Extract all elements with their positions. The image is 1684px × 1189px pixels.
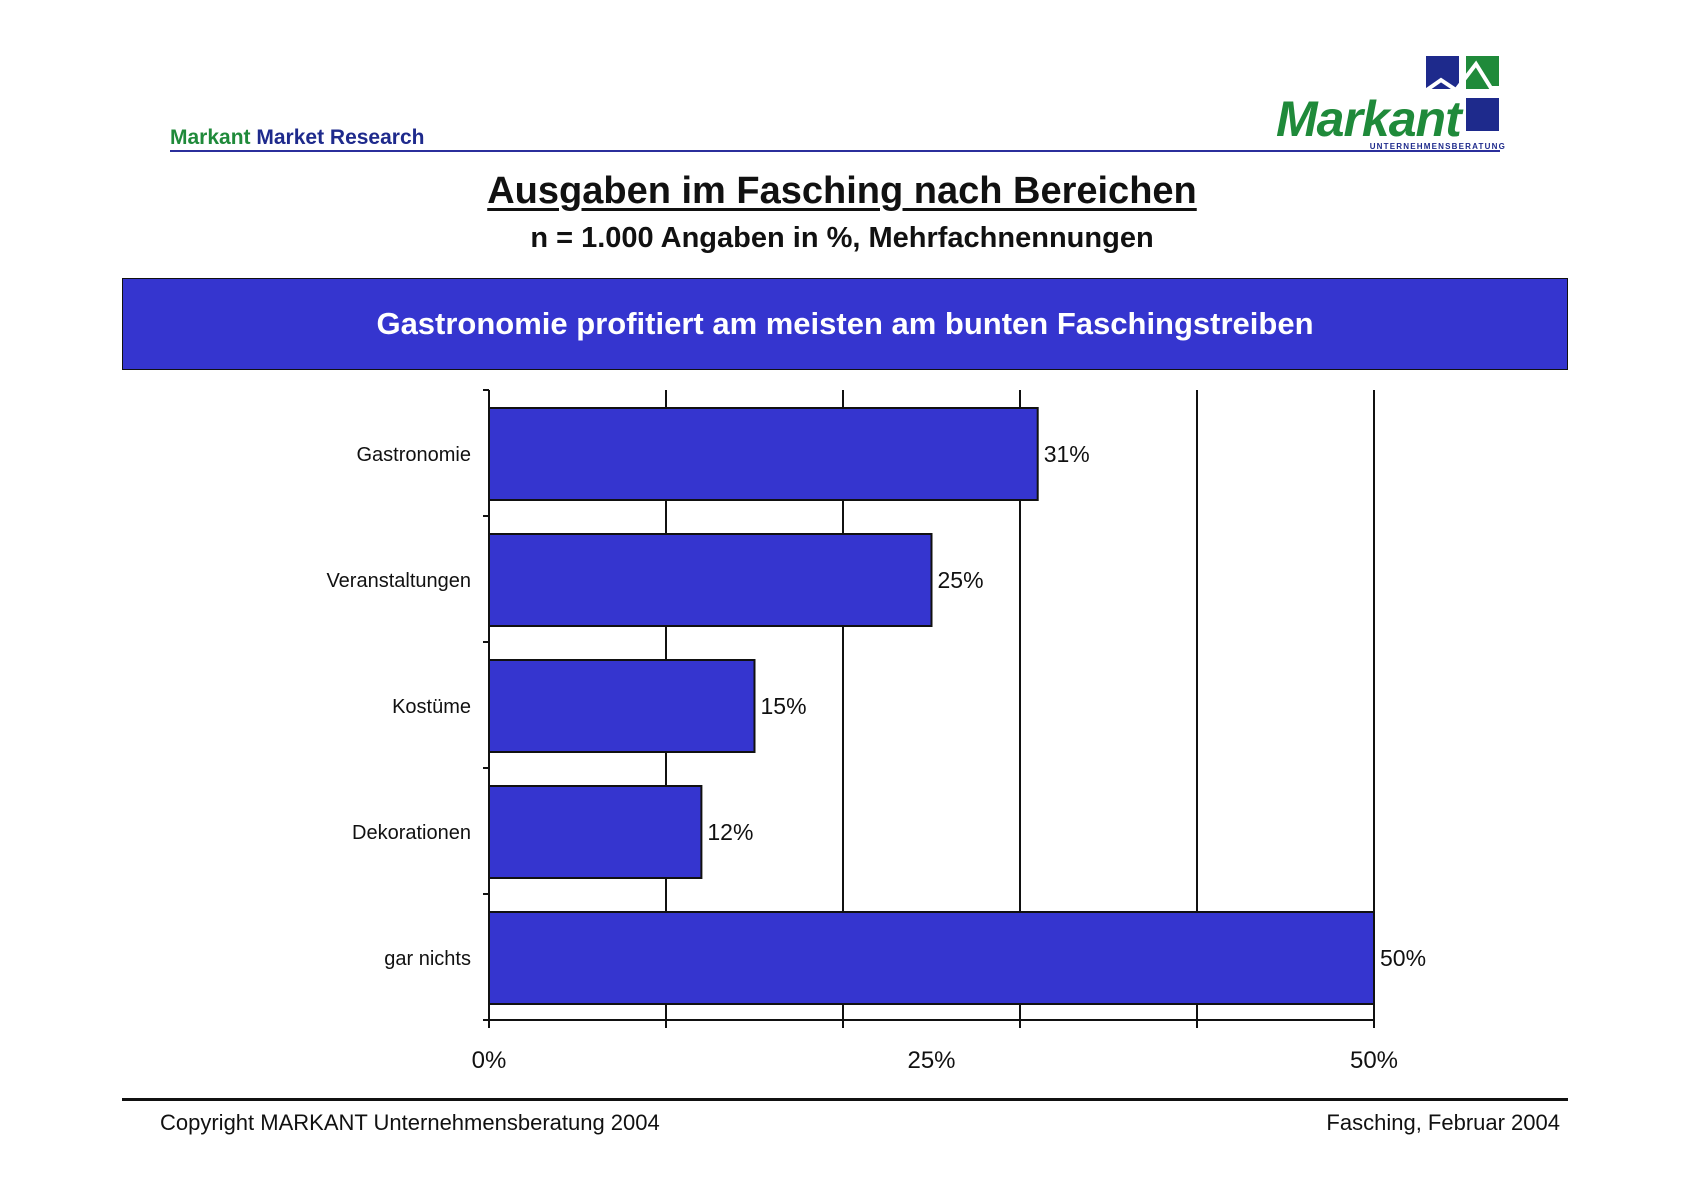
logo-graphic-icon [1419,56,1504,131]
bar-0 [488,407,1039,501]
page-subtitle: n = 1.000 Angaben in %, Mehrfachnennunge… [530,222,1154,254]
logo-subtitle: UNTERNEHMENSBERATUNG [1369,142,1506,151]
bar-2 [488,659,756,753]
page-title-text: Ausgaben im Fasching nach Bereichen [487,170,1197,212]
bar-4 [488,911,1375,1005]
logo-word: Markant [1276,91,1462,147]
footer-date: Fasching, Februar 2004 [1326,1110,1560,1135]
markant-logo: Markant UNTERNEHMENSBERATUNG [1276,54,1512,154]
x-tick-label-2: 50% [1350,1047,1398,1074]
brand-left-market-research: Market Research [256,126,425,149]
data-label-1: 25% [938,567,984,593]
category-label-1: Veranstaltungen [326,570,471,592]
data-label-3: 12% [707,819,753,845]
brand-left-markant: Markant [170,126,251,149]
category-label-3: Dekorationen [352,822,471,844]
page-title: Ausgaben im Fasching nach Bereichen [0,170,1684,213]
category-label-4: gar nichts [384,948,471,970]
x-tick-label-0: 0% [472,1047,507,1074]
footer-rule [122,1098,1568,1101]
data-label-4: 50% [1380,945,1426,971]
category-label-2: Kostüme [392,696,471,718]
data-label-0: 31% [1044,441,1090,467]
footer-copyright: Copyright MARKANT Unternehmensberatung 2… [160,1110,660,1135]
category-label-0: Gastronomie [357,444,472,466]
bar-3 [488,785,703,879]
headline-banner: Gastronomie profitiert am meisten am bun… [122,278,1568,370]
header-rule [170,150,1500,152]
bar-1 [488,533,933,627]
brand-left: Markant Market Research [170,126,424,150]
x-tick-label-1: 25% [907,1047,955,1074]
data-label-2: 15% [761,693,807,719]
